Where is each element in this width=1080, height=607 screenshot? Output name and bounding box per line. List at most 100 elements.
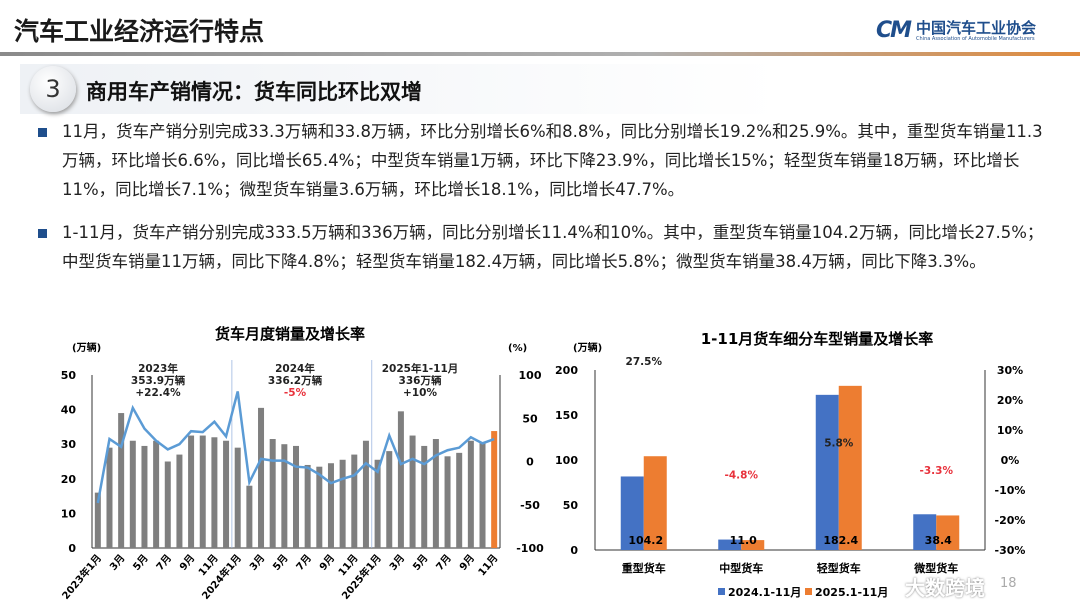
y2-tick-label: 10% bbox=[997, 424, 1023, 437]
period-annotation: 2025年1-11月 bbox=[382, 362, 459, 375]
legend-swatch bbox=[805, 588, 812, 595]
x-tick-label: 3月 bbox=[387, 552, 407, 573]
sales-bar bbox=[409, 435, 416, 548]
sales-bar bbox=[293, 445, 299, 548]
y2-tick-label: 0 bbox=[526, 456, 534, 469]
x-tick-label: 轻型货车 bbox=[817, 561, 861, 575]
sales-bar bbox=[118, 413, 125, 548]
x-tick-label: 9月 bbox=[317, 552, 337, 573]
sales-bar bbox=[211, 437, 218, 548]
sales-bar bbox=[153, 440, 160, 548]
legend-label: 2024.1-11月 bbox=[728, 586, 801, 599]
category-bar bbox=[741, 540, 765, 550]
growth-label: -3.3% bbox=[920, 465, 954, 477]
sales-bar bbox=[176, 454, 183, 548]
sales-bar bbox=[491, 431, 498, 548]
x-tick-label: 微型货车 bbox=[913, 561, 958, 575]
y2-tick-label: 30% bbox=[997, 364, 1023, 377]
sales-bar bbox=[258, 407, 265, 548]
y-tick-label: 10 bbox=[61, 507, 77, 520]
category-bar bbox=[815, 394, 839, 550]
chart-title: 货车月度销量及增长率 bbox=[215, 325, 365, 343]
y2-tick-label: 100 bbox=[519, 369, 542, 382]
y-tick-label: 0 bbox=[570, 544, 578, 557]
legend-label: 2025.1-11月 bbox=[815, 586, 888, 599]
period-annotation: 336.2万辆 bbox=[268, 374, 323, 387]
y-tick-label: 40 bbox=[61, 404, 77, 417]
period-annotation: +22.4% bbox=[135, 387, 181, 399]
sales-bar bbox=[246, 485, 253, 548]
x-tick-label: 11月 bbox=[476, 552, 501, 578]
sales-bar bbox=[351, 454, 358, 548]
y2-tick-label: 0% bbox=[1001, 454, 1020, 467]
sales-bar bbox=[281, 444, 288, 548]
x-tick-label: 3月 bbox=[107, 552, 127, 573]
chart-title: 1-11月货车细分车型销量及增长率 bbox=[701, 330, 934, 348]
x-tick-label: 9月 bbox=[457, 552, 477, 573]
sales-bar bbox=[456, 452, 463, 548]
sales-bar bbox=[467, 440, 474, 548]
category-bar bbox=[936, 515, 960, 550]
logo-mark: CM bbox=[876, 18, 912, 43]
value-label: 11.0 bbox=[730, 534, 757, 547]
y-tick-label: 150 bbox=[555, 409, 578, 422]
section-title: 商用车产销情况：货车同比环比双增 bbox=[86, 80, 422, 104]
category-bar bbox=[913, 514, 937, 550]
period-annotation: -5% bbox=[284, 387, 307, 399]
logo-text: 中国汽车工业协会 bbox=[916, 18, 1037, 37]
growth-line bbox=[96, 391, 495, 504]
sales-bar bbox=[397, 411, 404, 548]
category-bar bbox=[620, 476, 644, 550]
x-tick-label: 3月 bbox=[247, 552, 267, 573]
sales-bar bbox=[129, 440, 136, 548]
y-axis-label: (万辆) bbox=[573, 341, 602, 354]
sales-bar bbox=[164, 461, 171, 548]
period-annotation: +10% bbox=[403, 387, 437, 399]
bullet-square-icon bbox=[38, 229, 47, 238]
x-tick-label: 5月 bbox=[410, 552, 430, 573]
sales-bar bbox=[339, 459, 346, 548]
sales-bar bbox=[432, 439, 439, 548]
y-tick-label: 50 bbox=[563, 499, 579, 512]
logo-subtext: China Association of Automobile Manufact… bbox=[916, 35, 1035, 42]
x-tick-label: 中型货车 bbox=[719, 561, 763, 575]
value-label: 38.4 bbox=[925, 534, 952, 547]
caam-logo: CM 中国汽车工业协会 China Association of Automob… bbox=[876, 18, 1036, 43]
header-divider bbox=[0, 52, 1080, 56]
page-number: 18 bbox=[1000, 576, 1017, 591]
sales-bar bbox=[223, 440, 230, 548]
y-tick-label: 200 bbox=[555, 364, 578, 377]
sales-bar bbox=[269, 439, 276, 548]
x-tick-label: 5月 bbox=[131, 552, 151, 573]
y2-tick-label: -50 bbox=[520, 499, 540, 512]
sales-bar bbox=[234, 447, 241, 548]
y-tick-label: 100 bbox=[555, 454, 578, 467]
y2-tick-label: -30% bbox=[995, 544, 1026, 557]
watermark: 大数跨境 bbox=[905, 576, 985, 600]
sales-bar bbox=[386, 451, 393, 548]
period-annotation: 2023年 bbox=[138, 362, 178, 375]
value-label: 104.2 bbox=[628, 534, 663, 547]
y-tick-label: 20 bbox=[61, 473, 77, 486]
sales-bar bbox=[141, 445, 148, 548]
x-tick-label: 重型货车 bbox=[622, 561, 666, 575]
period-annotation: 353.9万辆 bbox=[131, 374, 186, 387]
sales-bar bbox=[316, 466, 323, 548]
sales-bar bbox=[199, 435, 206, 548]
x-tick-label: 9月 bbox=[177, 552, 197, 573]
sales-bar bbox=[362, 440, 369, 548]
legend-swatch bbox=[718, 588, 725, 595]
sales-bar bbox=[421, 445, 428, 548]
bullet-square-icon bbox=[38, 128, 47, 137]
y2-tick-label: 20% bbox=[997, 394, 1023, 407]
x-tick-label: 7月 bbox=[154, 552, 174, 573]
x-tick-label: 2023年1月 bbox=[59, 552, 104, 602]
sales-bar bbox=[304, 464, 311, 548]
y2-axis-label: (%) bbox=[508, 343, 527, 354]
sales-bar bbox=[106, 447, 113, 548]
category-bar bbox=[643, 456, 667, 550]
category-bar bbox=[718, 539, 742, 550]
bullet-item: 1-11月，货车产销分别完成333.5万辆和336万辆，同比分别增长11.4%和… bbox=[38, 218, 1058, 276]
page-title: 汽车工业经济运行特点 bbox=[14, 17, 265, 46]
